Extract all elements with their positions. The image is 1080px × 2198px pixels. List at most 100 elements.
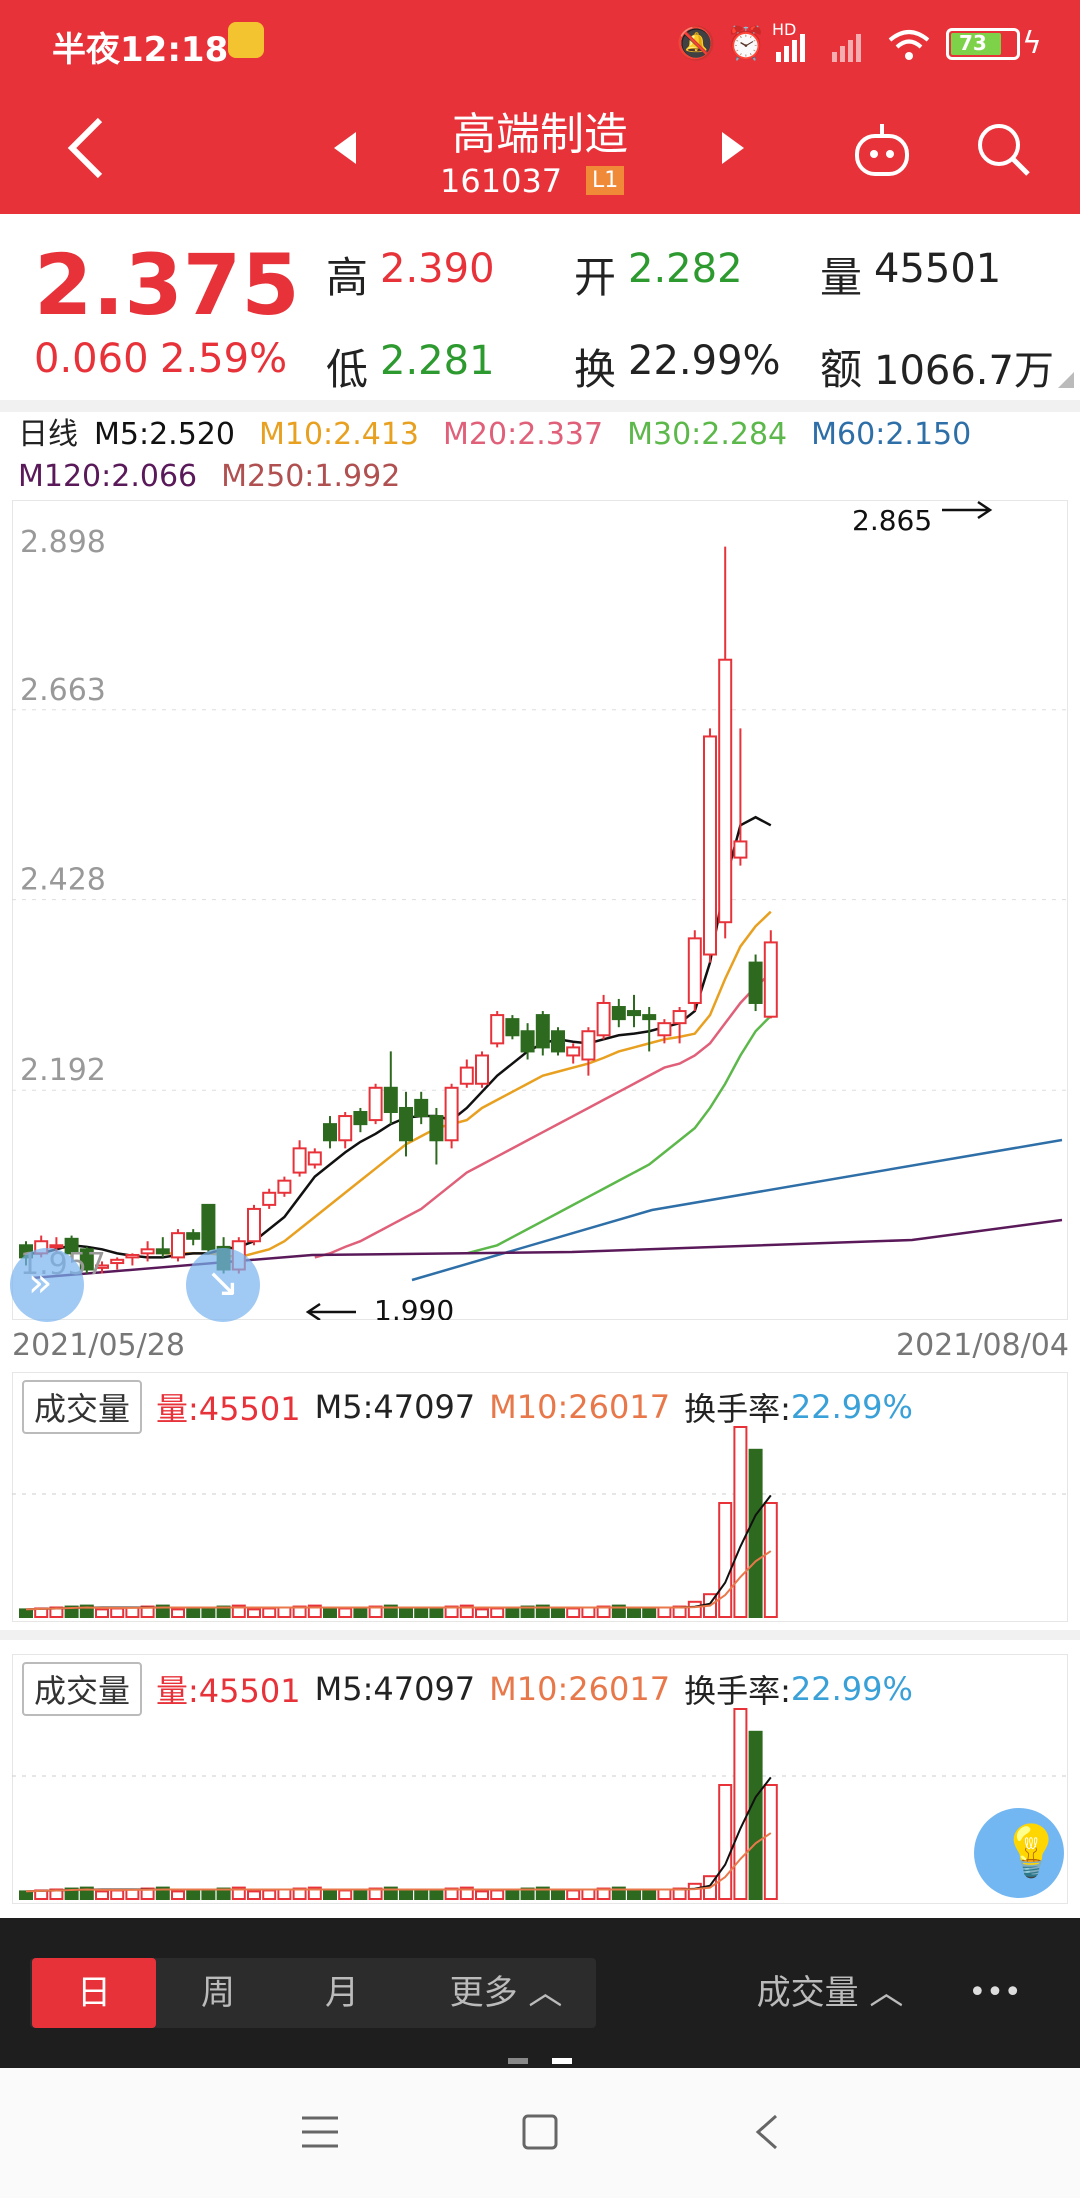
volume-bar — [551, 1890, 565, 1900]
candle-body — [262, 1191, 277, 1206]
candle-body — [155, 1248, 170, 1255]
volume-bar — [611, 1604, 626, 1619]
volume-bar — [459, 1886, 474, 1901]
expand-corner-icon[interactable] — [1058, 372, 1074, 388]
volume-bar — [642, 1889, 657, 1900]
volume-bar — [748, 1730, 763, 1900]
candle-body — [140, 1248, 155, 1255]
volume-bar — [429, 1606, 444, 1618]
volume-bar — [414, 1607, 429, 1618]
volume-bar — [338, 1889, 353, 1900]
candle-body — [535, 1014, 550, 1049]
volume-indicator-button[interactable]: 成交量 — [22, 1380, 143, 1434]
volume-bar — [64, 1887, 79, 1901]
last-price: 2.375 — [34, 236, 300, 334]
volume-m10-1: M10:26017 — [489, 1388, 671, 1426]
volume-label: 量 — [820, 253, 863, 302]
end-date-label: 2021/08/04 — [896, 1328, 1069, 1363]
menu-icon[interactable] — [300, 2114, 340, 2150]
candle-body — [368, 1086, 383, 1122]
candle-body — [475, 1054, 489, 1085]
volume-bar — [307, 1604, 322, 1619]
volume-bar — [611, 1886, 626, 1901]
volume-ma-lines-2 — [25, 1776, 772, 1893]
volume-bar — [399, 1608, 413, 1618]
candle-body — [277, 1179, 292, 1194]
double-chevron-right-icon: » — [28, 1260, 53, 1306]
stock-name: 高端制造 — [452, 109, 628, 160]
y-tick-label: 2.663 — [20, 673, 106, 708]
ma120-line — [31, 1218, 1063, 1280]
ma5-legend: M5:2.520 — [94, 417, 235, 452]
volume-bar — [535, 1604, 550, 1619]
volume-bars-2 — [19, 1708, 778, 1901]
candle-body — [353, 1111, 368, 1126]
volume-value: 45501 — [874, 246, 1002, 292]
volume-bar — [277, 1888, 292, 1900]
candle-body — [763, 941, 778, 1018]
volume-chart-2[interactable] — [12, 1654, 1068, 1904]
status-bar: 半夜12:18 🔕 ⏰ HD 73 ϟ — [0, 0, 1080, 90]
candle-body — [125, 1253, 140, 1259]
price-change: 0.060 — [34, 336, 149, 382]
robot-assistant-icon[interactable] — [852, 120, 912, 180]
candle-body — [748, 961, 763, 1004]
search-icon[interactable] — [974, 120, 1034, 180]
candle-body — [414, 1098, 429, 1118]
high-label: 高 — [326, 253, 369, 302]
volume-bar — [171, 1608, 185, 1618]
tab-month[interactable]: 月 — [325, 1973, 359, 2013]
home-icon[interactable] — [520, 2112, 560, 2152]
ma30-line — [466, 1015, 772, 1255]
page-indicator-dot-active — [552, 2058, 572, 2064]
status-time: 半夜12:18 — [52, 30, 229, 70]
volume-chart-1[interactable] — [12, 1372, 1068, 1622]
volume-bars-1 — [19, 1426, 778, 1619]
candle-body — [490, 1014, 505, 1045]
volume-bar — [657, 1888, 672, 1900]
back-icon[interactable] — [62, 116, 112, 180]
volume-bar — [581, 1888, 596, 1900]
more-options-button[interactable]: ••• — [968, 1975, 1022, 2010]
volume-bar — [733, 1426, 748, 1618]
ma60-legend: M60:2.150 — [811, 417, 972, 452]
candle-body — [64, 1237, 79, 1255]
tab-week[interactable]: 周 — [201, 1973, 235, 2013]
next-stock-icon[interactable] — [718, 128, 748, 168]
candle-body — [703, 735, 717, 956]
divider — [0, 400, 1080, 412]
candle-body — [247, 1207, 261, 1243]
low-value: 2.281 — [380, 338, 495, 384]
candle-body — [596, 1001, 611, 1037]
prev-stock-icon[interactable] — [330, 128, 360, 168]
chart-gridlines — [12, 709, 1068, 1091]
candle-body — [627, 1010, 641, 1017]
alarm-icon: ⏰ — [726, 24, 766, 62]
candle-body — [551, 1030, 565, 1053]
volume-bar — [566, 1607, 581, 1618]
period-tab-bar: 日 周 月 更多 ︿ 成交量 ︿ ••• — [0, 1918, 1080, 2068]
lightbulb-icon: 💡 — [1000, 1822, 1063, 1880]
zoom-button[interactable]: ↘ — [186, 1248, 260, 1322]
indicator-selector[interactable]: 成交量 ︿ — [756, 1973, 904, 2013]
volume-indicator-button-2[interactable]: 成交量 — [22, 1662, 143, 1716]
volume-bar — [627, 1890, 641, 1900]
volume-bar — [95, 1608, 109, 1618]
volume-bar — [262, 1607, 277, 1618]
volume-m5-line — [25, 1494, 772, 1611]
chart-frame — [12, 500, 1068, 1320]
tab-more[interactable]: 更多 ︿ — [449, 1973, 563, 2013]
tips-button[interactable]: 💡 — [974, 1808, 1064, 1898]
candle-body — [505, 1018, 520, 1037]
volume-bar — [110, 1607, 125, 1618]
turnover-rate-label-1: 换手率: — [684, 1390, 791, 1428]
tab-day[interactable]: 日 — [32, 1958, 156, 2028]
scroll-left-button[interactable]: » — [10, 1248, 84, 1322]
volume-bar — [429, 1888, 444, 1900]
back-nav-icon[interactable] — [752, 2112, 782, 2152]
low-label: 低 — [326, 345, 369, 394]
volume-bar — [505, 1606, 520, 1618]
volume-bar — [79, 1604, 94, 1619]
volume-legend-2: 成交量 量:45501 M5:47097 M10:26017 换手率: 22.99… — [22, 1662, 913, 1716]
